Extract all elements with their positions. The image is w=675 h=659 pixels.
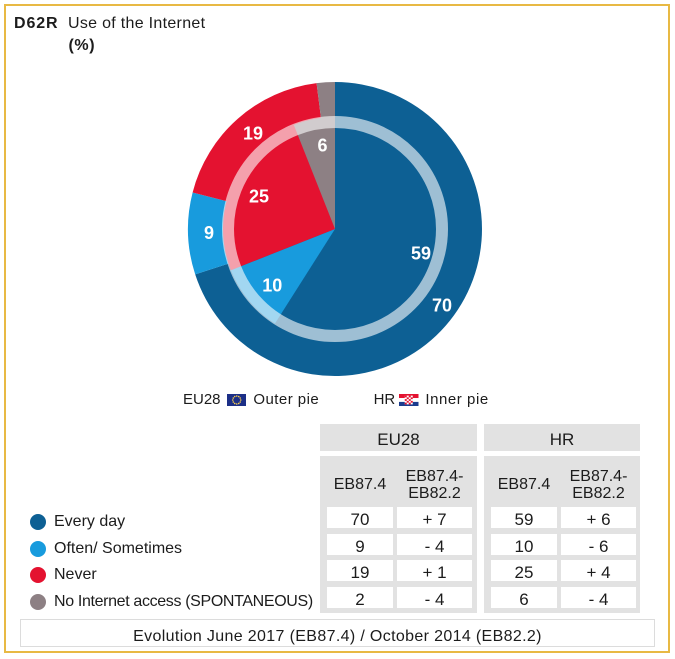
svg-text:25: 25 xyxy=(249,186,269,206)
svg-text:9: 9 xyxy=(204,223,214,243)
svg-text:70: 70 xyxy=(432,296,452,316)
svg-text:19: 19 xyxy=(243,123,263,143)
svg-text:59: 59 xyxy=(411,244,431,264)
svg-text:10: 10 xyxy=(262,276,282,296)
svg-text:6: 6 xyxy=(317,136,327,156)
